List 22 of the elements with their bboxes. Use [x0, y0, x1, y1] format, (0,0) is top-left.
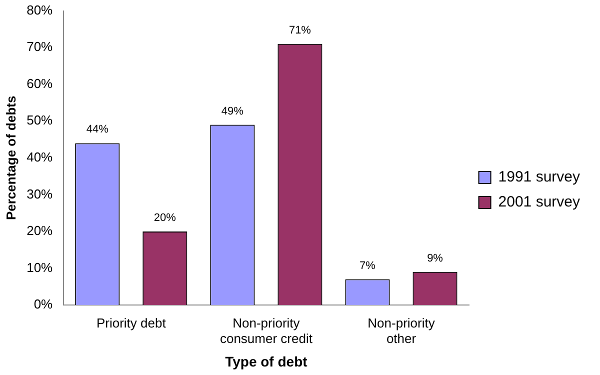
y-axis-title: Percentage of debts	[3, 96, 18, 220]
data-label: 7%	[360, 260, 376, 272]
y-tick-label: 30%	[26, 186, 54, 202]
x-tick-label: Non-priority consumer credit	[220, 315, 313, 346]
y-tick-label: 50%	[26, 112, 54, 128]
data-label: 44%	[86, 124, 109, 136]
legend-label: 1991 survey	[498, 168, 580, 186]
x-tick-label: Non-priority other	[368, 315, 436, 346]
data-label: 20%	[154, 212, 176, 224]
legend-label: 2001 survey	[498, 194, 580, 211]
y-tick-label: 40%	[26, 149, 54, 164]
data-label: 71%	[288, 24, 312, 36]
x-tick-label: Priority debt	[96, 315, 166, 330]
data-label: 49%	[221, 105, 244, 118]
y-tick-label: 20%	[26, 223, 54, 238]
y-tick-label: 80%	[26, 2, 54, 18]
y-tick-label: 70%	[26, 39, 54, 54]
y-tick-label: 10%	[26, 260, 54, 275]
x-axis-title: Type of debt	[225, 353, 308, 370]
y-tick-label: 0%	[34, 296, 54, 312]
y-tick-label: 60%	[26, 76, 54, 91]
data-label: 9%	[427, 252, 444, 264]
